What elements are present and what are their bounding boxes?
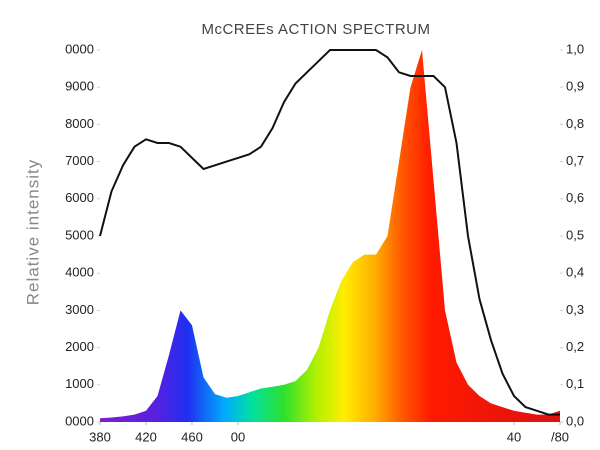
y-tick-label: 4000 [65,265,94,280]
x-tick-label: 420 [135,429,157,444]
y2-tick-label: 0,3 [566,302,584,317]
y-tick-label: 0000 [65,41,94,56]
y2-tick-label: 1,0 [566,41,584,56]
x-tick-label: 380 [89,429,111,444]
y2-tick-label: 0,6 [566,190,584,205]
y2-tick-label: 0,5 [566,227,584,242]
y-tick-label: 8000 [65,116,94,131]
spectrum-area [100,50,560,422]
x-tick-label: 40 [507,429,521,444]
y-tick-label: 6000 [65,190,94,205]
y2-tick-label: 0,8 [566,116,584,131]
y2-tick-label: 0,9 [566,79,584,94]
chart-title: McCREEs ACTION SPECTRUM [201,21,430,38]
y-tick-label: 5000 [65,227,94,242]
y2-tick-label: 0,1 [566,376,584,391]
y-tick-label: 9000 [65,79,94,94]
y2-tick-label: 0,2 [566,339,584,354]
y-tick-label: 2000 [65,339,94,354]
y2-tick-label: 0,7 [566,153,584,168]
y-tick-label: 1000 [65,376,94,391]
y2-tick-label: 0,4 [566,265,584,280]
x-tick-label: 00 [231,429,245,444]
y-axis-label: Relative intensity [23,159,42,306]
y2-tick-label: 0,0 [566,413,584,428]
x-tick-label: 460 [181,429,203,444]
y-tick-label: 0000 [65,413,94,428]
y-tick-label: 3000 [65,302,94,317]
x-tick-label: /80 [551,429,569,444]
action-line [99,49,560,416]
y-tick-label: 7000 [65,153,94,168]
